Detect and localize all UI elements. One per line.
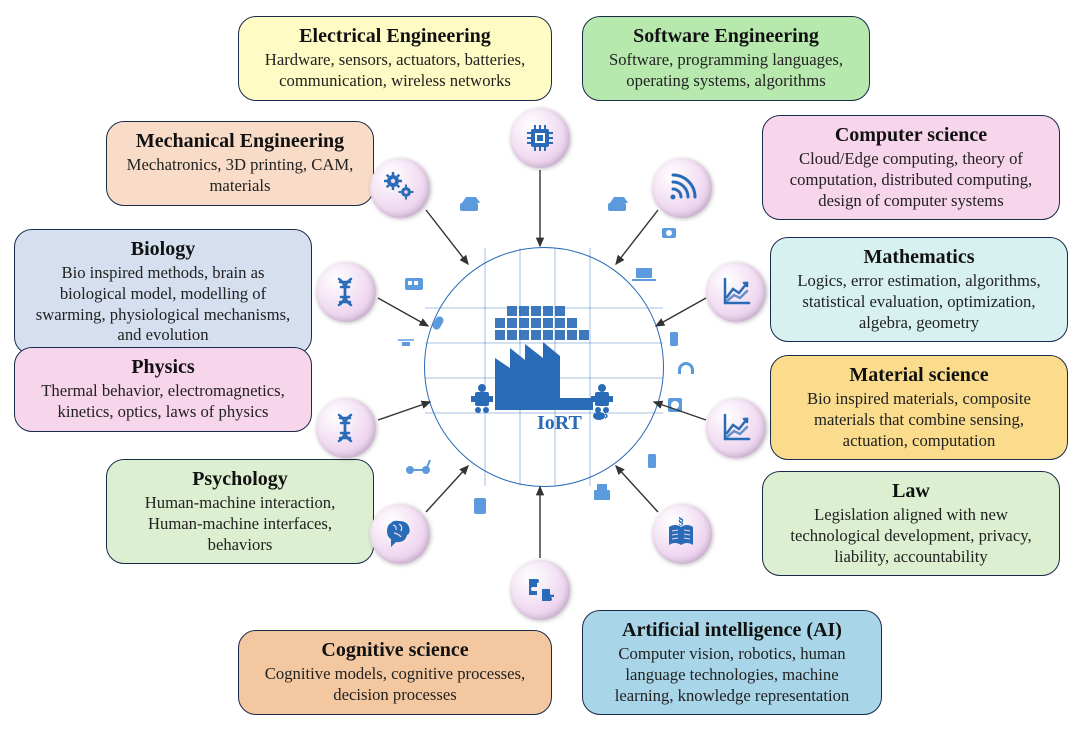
box-desc: Cloud/Edge computing, theory of computat…: [777, 149, 1045, 211]
box-title: Artificial intelligence (AI): [597, 619, 867, 642]
chart-icon: [706, 262, 766, 322]
box-title: Mathematics: [785, 246, 1053, 269]
box-title: Computer science: [777, 124, 1045, 147]
svg-text:§: §: [678, 517, 684, 527]
center-graphic: [425, 248, 663, 486]
box-desc: Bio inspired methods, brain as biologica…: [29, 263, 297, 346]
discipline-box-law: LawLegislation aligned with new technolo…: [762, 471, 1060, 576]
box-desc: Computer vision, robotics, human languag…: [597, 644, 867, 706]
box-desc: Logics, error estimation, algorithms, st…: [785, 271, 1053, 333]
dna-icon: [316, 262, 376, 322]
box-title: Material science: [785, 364, 1053, 387]
box-desc: Software, programming languages, operati…: [597, 50, 855, 92]
discipline-box-electrical: Electrical EngineeringHardware, sensors,…: [238, 16, 552, 101]
discipline-box-physics: PhysicsThermal behavior, electromagnetic…: [14, 347, 312, 432]
discipline-box-mathematics: MathematicsLogics, error estimation, alg…: [770, 237, 1068, 342]
box-desc: Bio inspired materials, composite materi…: [785, 389, 1053, 451]
discipline-box-software: Software EngineeringSoftware, programmin…: [582, 16, 870, 101]
center-label: IoRT: [537, 412, 582, 435]
box-desc: Human-machine interaction, Human-machine…: [121, 493, 359, 555]
box-desc: Legislation aligned with new technologic…: [777, 505, 1045, 567]
box-title: Software Engineering: [597, 25, 855, 48]
book-icon: §: [652, 504, 712, 564]
box-title: Psychology: [121, 468, 359, 491]
box-title: Physics: [29, 356, 297, 379]
box-desc: Cognitive models, cognitive processes, d…: [253, 664, 537, 706]
discipline-box-biology: BiologyBio inspired methods, brain as bi…: [14, 229, 312, 355]
discipline-box-mechanical: Mechanical EngineeringMechatronics, 3D p…: [106, 121, 374, 206]
puzzle-icon: [510, 560, 570, 620]
dna-icon: [316, 398, 376, 458]
box-desc: Hardware, sensors, actuators, batteries,…: [253, 50, 537, 92]
box-title: Law: [777, 480, 1045, 503]
wifi-icon: [652, 158, 712, 218]
box-title: Mechanical Engineering: [121, 130, 359, 153]
box-desc: Mechatronics, 3D printing, CAM, material…: [121, 155, 359, 197]
discipline-box-cognitive: Cognitive scienceCognitive models, cogni…: [238, 630, 552, 715]
discipline-box-material: Material scienceBio inspired materials, …: [770, 355, 1068, 460]
center-iort-circle: IoRT: [424, 247, 664, 487]
chip-icon: [510, 108, 570, 168]
box-title: Cognitive science: [253, 639, 537, 662]
box-title: Electrical Engineering: [253, 25, 537, 48]
discipline-box-ai: Artificial intelligence (AI)Computer vis…: [582, 610, 882, 715]
box-desc: Thermal behavior, electromagnetics, kine…: [29, 381, 297, 423]
box-title: Biology: [29, 238, 297, 261]
chart-icon: [706, 398, 766, 458]
discipline-box-computer: Computer scienceCloud/Edge computing, th…: [762, 115, 1060, 220]
gears-icon: [370, 158, 430, 218]
brain-icon: [370, 504, 430, 564]
discipline-box-psychology: PsychologyHuman-machine interaction, Hum…: [106, 459, 374, 564]
